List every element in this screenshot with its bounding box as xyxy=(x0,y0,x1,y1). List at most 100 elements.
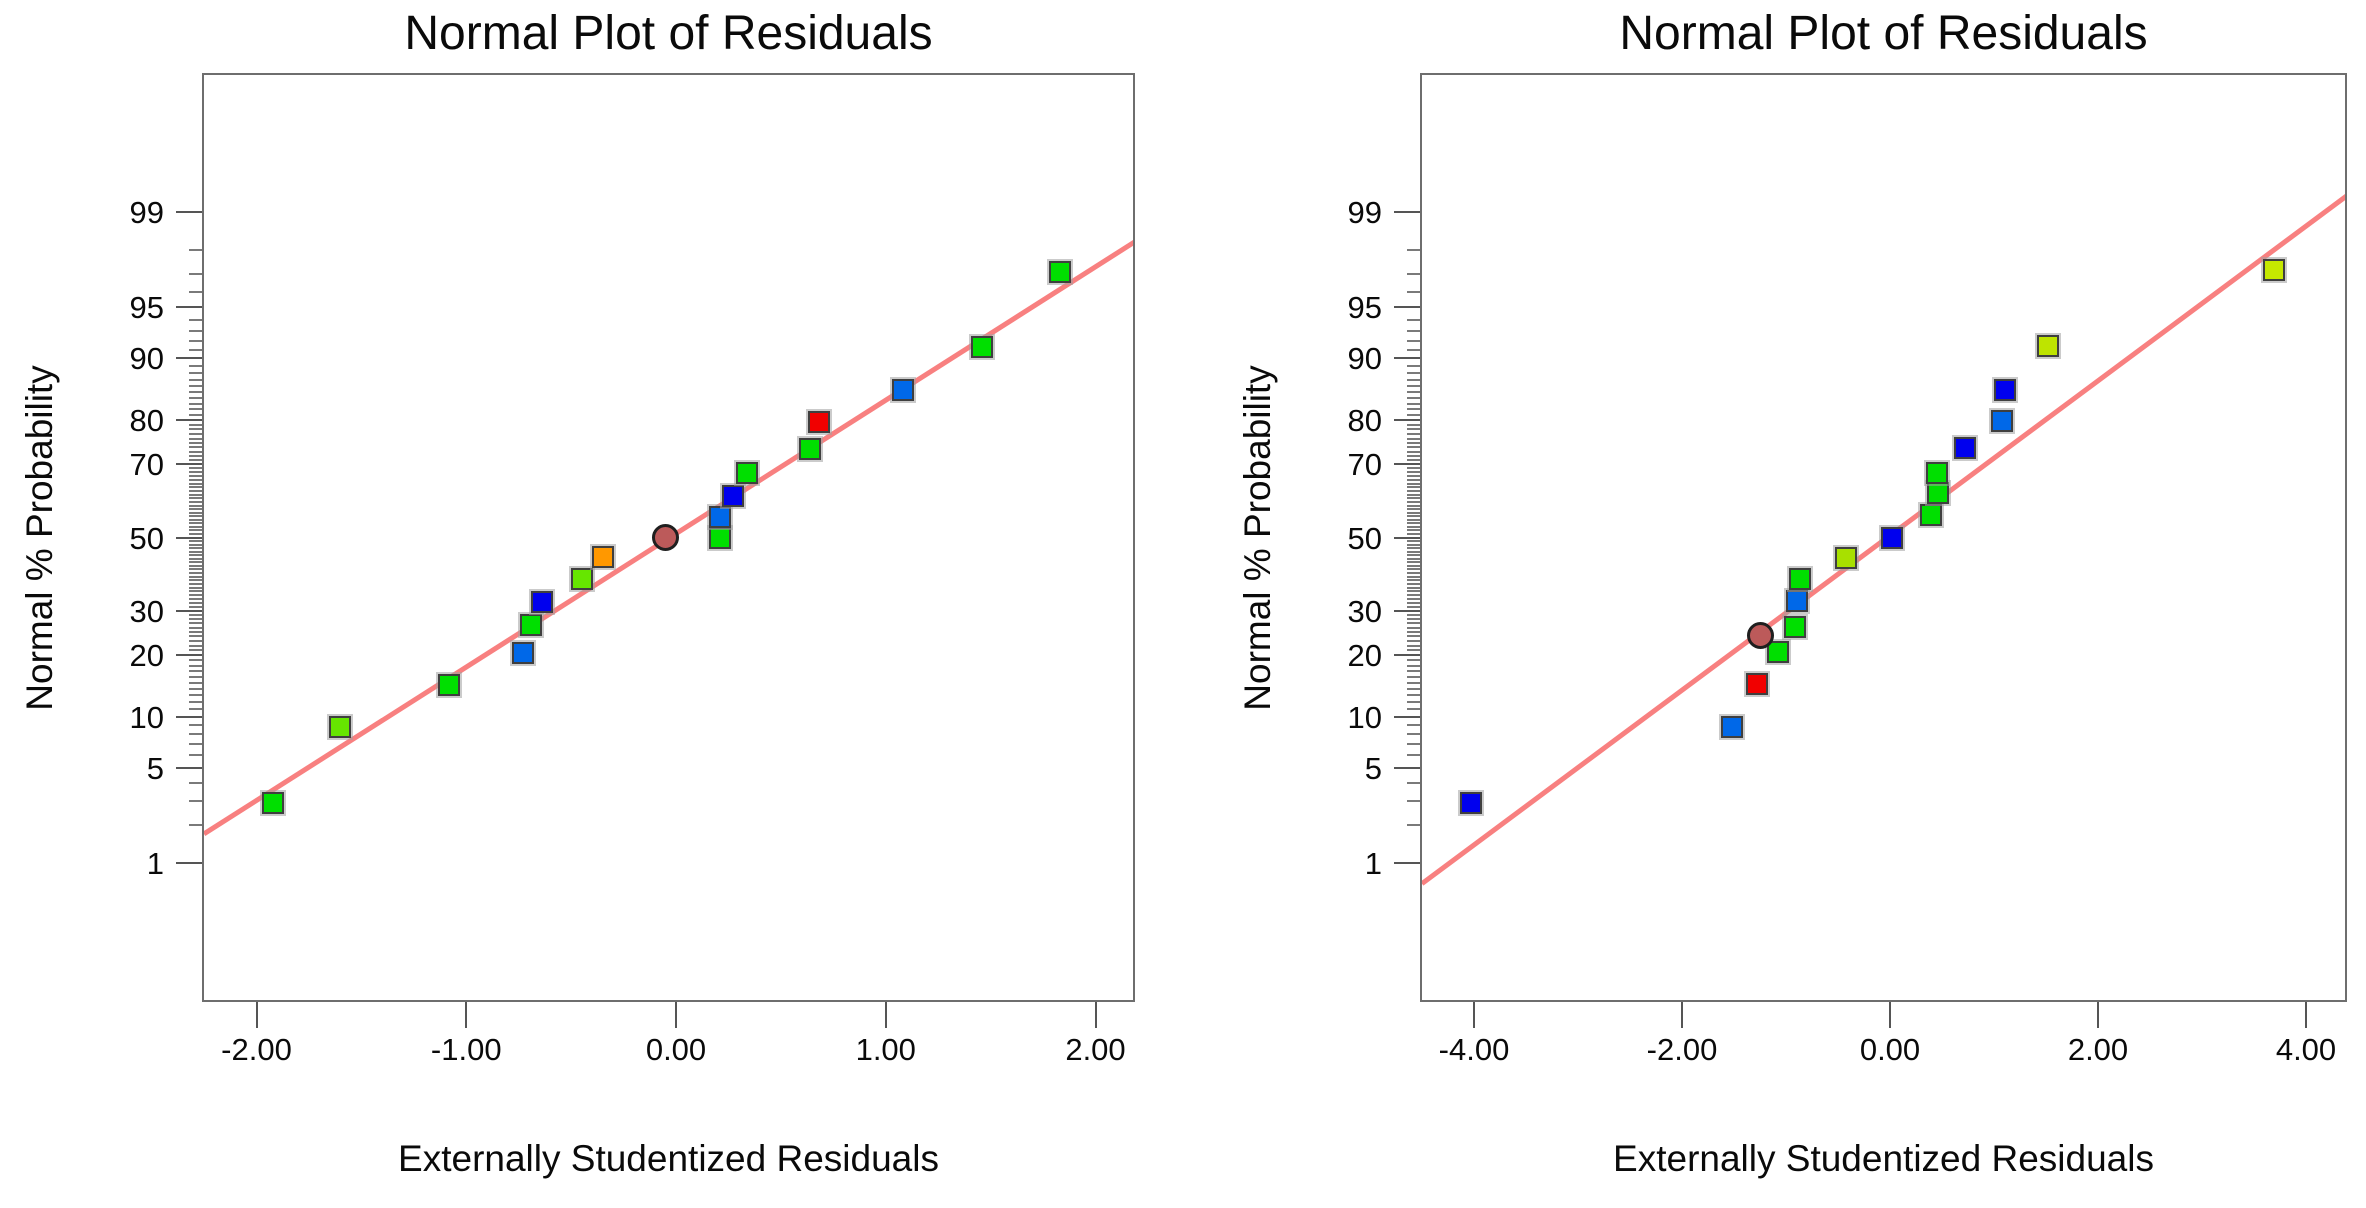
x-major-tick xyxy=(1681,1002,1683,1028)
y-minor-tick xyxy=(1407,626,1420,629)
y-minor-tick xyxy=(189,594,202,597)
y-minor-tick xyxy=(1407,575,1420,578)
y-minor-tick xyxy=(189,649,202,652)
y-minor-tick xyxy=(189,579,202,582)
y-tick-label: 30 xyxy=(1347,593,1382,629)
y-minor-tick xyxy=(1407,694,1420,697)
y-minor-tick xyxy=(1407,490,1420,493)
y-minor-tick xyxy=(1407,501,1420,504)
y-minor-tick xyxy=(189,273,202,276)
x-tick-label: 1.00 xyxy=(855,1032,916,1067)
y-minor-tick xyxy=(189,622,202,625)
y-minor-tick xyxy=(189,437,202,440)
y-minor-tick xyxy=(1407,428,1420,431)
y-minor-tick xyxy=(189,605,202,608)
data-point xyxy=(1048,261,1071,284)
y-minor-tick xyxy=(189,339,202,342)
y-minor-tick xyxy=(1407,670,1420,673)
y-major-tick xyxy=(176,536,202,539)
data-point xyxy=(520,614,543,637)
y-minor-tick xyxy=(1407,497,1420,500)
y-minor-tick xyxy=(189,626,202,629)
y-minor-tick xyxy=(1407,700,1420,703)
y-tick-label: 80 xyxy=(129,402,164,438)
y-tick-label: 50 xyxy=(1347,520,1382,556)
y-minor-tick xyxy=(1407,644,1420,647)
y-minor-tick xyxy=(1407,518,1420,521)
y-minor-tick xyxy=(1407,622,1420,625)
x-tick-label: 4.00 xyxy=(2275,1032,2337,1067)
y-minor-tick xyxy=(1407,397,1420,400)
y-minor-tick xyxy=(189,525,202,528)
y-minor-tick xyxy=(189,743,202,746)
plot-area xyxy=(202,73,1135,1002)
y-minor-tick xyxy=(1407,824,1420,827)
y-minor-tick xyxy=(1407,339,1420,342)
y-minor-tick xyxy=(189,446,202,449)
y-minor-tick xyxy=(1407,582,1420,585)
y-minor-tick xyxy=(189,518,202,521)
y-minor-tick xyxy=(189,413,202,416)
y-minor-tick xyxy=(189,474,202,477)
y-tick-label: 30 xyxy=(129,593,164,629)
y-minor-tick xyxy=(189,467,202,470)
data-point xyxy=(1881,526,1904,549)
y-minor-tick xyxy=(1407,687,1420,690)
y-minor-tick xyxy=(1407,378,1420,381)
x-major-tick xyxy=(1889,1002,1891,1028)
data-point xyxy=(652,524,679,551)
y-axis-title: Normal % Probability xyxy=(1237,364,1278,711)
x-major-tick xyxy=(465,1002,468,1028)
data-point xyxy=(1784,615,1807,638)
data-point xyxy=(1788,568,1811,591)
y-minor-tick xyxy=(1407,402,1420,405)
data-point xyxy=(2037,335,2060,358)
x-major-tick xyxy=(2097,1002,2099,1028)
y-minor-tick xyxy=(1407,504,1420,507)
y-minor-tick xyxy=(189,291,202,294)
y-minor-tick xyxy=(1407,781,1420,784)
y-minor-tick xyxy=(189,598,202,601)
y-minor-tick xyxy=(189,378,202,381)
data-point xyxy=(709,526,732,549)
y-tick-label: 70 xyxy=(1347,447,1382,483)
y-minor-tick xyxy=(1407,557,1420,560)
y-minor-tick xyxy=(189,391,202,394)
y-tick-label: 1 xyxy=(146,846,164,882)
y-minor-tick xyxy=(1407,635,1420,638)
y-minor-tick xyxy=(1407,467,1420,470)
y-tick-label: 20 xyxy=(129,638,164,674)
y-minor-tick xyxy=(1407,471,1420,474)
y-minor-tick xyxy=(1407,550,1420,553)
x-major-tick xyxy=(1094,1002,1097,1028)
y-minor-tick xyxy=(1407,659,1420,662)
y-minor-tick xyxy=(1407,532,1420,535)
y-minor-tick xyxy=(1407,446,1420,449)
y-minor-tick xyxy=(1407,564,1420,567)
data-point xyxy=(1835,546,1858,569)
y-minor-tick xyxy=(189,504,202,507)
y-minor-tick xyxy=(1407,482,1420,485)
data-point xyxy=(1991,410,2014,433)
y-minor-tick xyxy=(189,557,202,560)
y-minor-tick xyxy=(189,450,202,453)
y-major-tick xyxy=(1394,862,1420,865)
y-minor-tick xyxy=(189,408,202,411)
y-minor-tick xyxy=(1407,561,1420,564)
data-point xyxy=(1919,503,1942,526)
y-tick-label: 90 xyxy=(1347,341,1382,377)
y-major-tick xyxy=(1394,418,1420,421)
y-minor-tick xyxy=(1407,586,1420,589)
y-major-tick xyxy=(1394,654,1420,657)
data-point xyxy=(891,378,914,401)
y-major-tick xyxy=(1394,536,1420,539)
data-point xyxy=(262,791,285,814)
y-minor-tick xyxy=(1407,511,1420,514)
y-major-tick xyxy=(176,715,202,718)
y-tick-label: 10 xyxy=(129,699,164,735)
y-minor-tick xyxy=(1407,442,1420,445)
y-major-tick xyxy=(1394,306,1420,309)
y-minor-tick xyxy=(189,428,202,431)
y-minor-tick xyxy=(189,490,202,493)
